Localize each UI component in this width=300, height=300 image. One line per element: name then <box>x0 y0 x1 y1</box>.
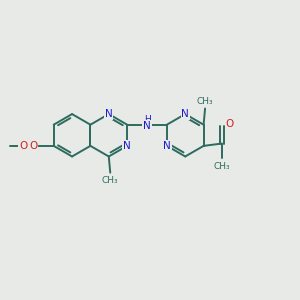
Text: CH₃: CH₃ <box>102 176 119 185</box>
Text: N: N <box>163 141 171 151</box>
Text: N: N <box>182 109 189 119</box>
Text: N: N <box>105 109 113 119</box>
Text: methoxy: methoxy <box>15 145 22 146</box>
Text: N: N <box>123 141 131 151</box>
Text: N: N <box>143 121 151 131</box>
Text: O: O <box>19 141 28 151</box>
Text: CH₃: CH₃ <box>197 97 213 106</box>
Text: CH₃: CH₃ <box>214 162 230 171</box>
Text: O: O <box>29 141 37 151</box>
Text: O: O <box>225 119 234 129</box>
Text: H: H <box>144 115 150 124</box>
